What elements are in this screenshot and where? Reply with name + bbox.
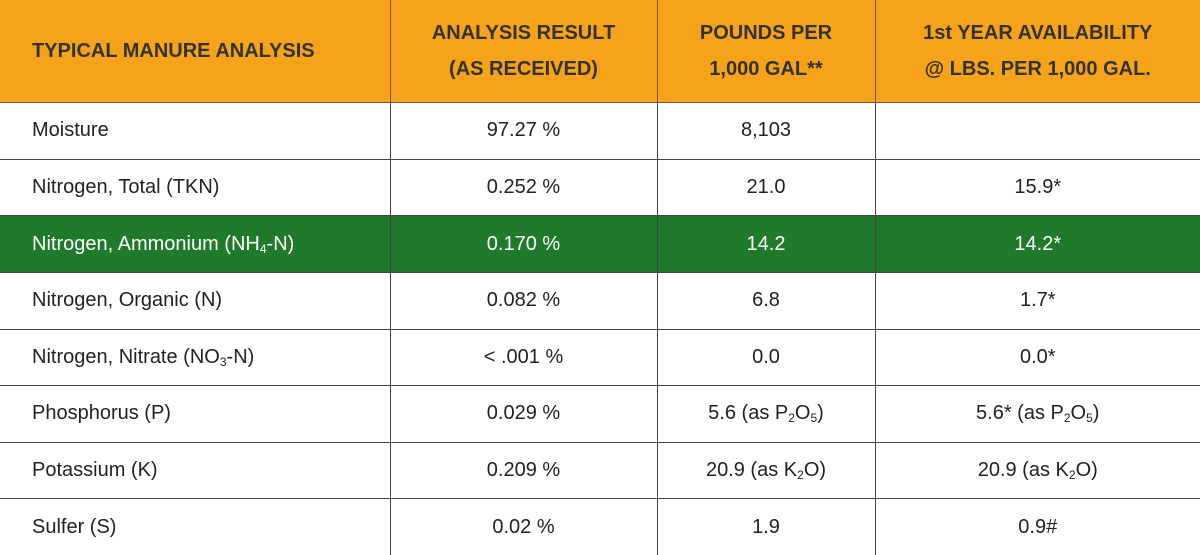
pounds-text: 20.9 (as K [705, 459, 798, 482]
row-nitrogen-nitrate: Nitrogen, Nitrate (NO3-N) < .001 % 0.0 0… [0, 329, 1200, 387]
header-pounds: POUNDS PER 1,000 GAL** [657, 0, 876, 103]
label-text: Nitrogen, Total (TKN) [32, 175, 220, 198]
pounds-text: 6.8 [752, 289, 780, 312]
pounds-text-end: O) [803, 459, 827, 482]
header-result: ANALYSIS RESULT (AS RECEIVED) [390, 0, 658, 103]
label-text: Nitrogen, Ammonium (NH [32, 232, 260, 255]
row-label: Phosphorus (P) [0, 385, 391, 443]
avail-text: 14.2* [1014, 232, 1062, 255]
avail-cell: 20.9 (as K2O) [875, 442, 1200, 500]
header-analysis: TYPICAL MANURE ANALYSIS [0, 0, 391, 103]
pounds-subscript: 2 [788, 411, 795, 426]
header-avail-line1: 1st YEAR AVAILABILITY [923, 22, 1153, 44]
pounds-cell: 8,103 [657, 102, 876, 160]
avail-text-end: ) [1092, 402, 1100, 425]
header-result-line1: ANALYSIS RESULT [431, 22, 616, 44]
avail-subscript: 2 [1068, 468, 1076, 483]
pounds-cell: 0.0 [657, 329, 876, 387]
avail-cell: 1.7* [875, 272, 1200, 330]
result-cell: 0.170 % [390, 215, 658, 273]
pounds-cell: 14.2 [657, 215, 876, 273]
row-potassium: Potassium (K) 0.209 % 20.9 (as K2O) 20.9… [0, 442, 1200, 500]
header-row: TYPICAL MANURE ANALYSIS ANALYSIS RESULT … [0, 0, 1200, 103]
row-moisture: Moisture 97.27 % 8,103 [0, 102, 1200, 160]
label-text-end: -N) [266, 232, 295, 255]
pounds-cell: 21.0 [657, 159, 876, 217]
label-text: Nitrogen, Organic (N) [32, 289, 223, 312]
label-text: Potassium (K) [32, 459, 158, 482]
avail-subscript-2: 5 [1086, 411, 1093, 426]
pounds-text: 14.2 [746, 232, 786, 255]
header-pounds-line1: POUNDS PER [699, 22, 833, 44]
avail-cell: 0.0* [875, 329, 1200, 387]
header-avail-line2: @ LBS. PER 1,000 GAL. [924, 58, 1151, 80]
row-label: Nitrogen, Total (TKN) [0, 159, 391, 217]
header-pounds-line2: 1,000 GAL** [709, 58, 823, 80]
avail-cell: 5.6* (as P2O5) [875, 385, 1200, 443]
row-label: Sulfer (S) [0, 498, 391, 555]
avail-text: 15.9* [1014, 175, 1062, 198]
row-nitrogen-organic: Nitrogen, Organic (N) 0.082 % 6.8 1.7* [0, 272, 1200, 330]
pounds-text-mid: O [794, 402, 811, 425]
result-cell: 97.27 % [390, 102, 658, 160]
row-label: Potassium (K) [0, 442, 391, 500]
pounds-text: 21.0 [746, 175, 786, 198]
pounds-text: 0.0 [752, 345, 780, 368]
avail-text-mid: O [1070, 402, 1087, 425]
pounds-text: 1.9 [752, 515, 780, 538]
pounds-text: 8,103 [740, 119, 792, 142]
avail-text: 0.9# [1018, 515, 1058, 538]
pounds-text-end: ) [817, 402, 824, 425]
result-cell: 0.209 % [390, 442, 658, 500]
avail-subscript: 2 [1063, 411, 1071, 426]
row-label: Nitrogen, Nitrate (NO3-N) [0, 329, 391, 387]
avail-cell: 15.9* [875, 159, 1200, 217]
label-text: Sulfer (S) [32, 515, 117, 538]
label-text: Moisture [32, 119, 109, 142]
label-text-end: -N) [226, 345, 255, 368]
header-result-line2: (AS RECEIVED) [449, 58, 598, 80]
avail-text: 1.7* [1019, 289, 1056, 312]
label-subscript: 4 [259, 241, 267, 256]
result-cell: 0.252 % [390, 159, 658, 217]
result-cell: 0.02 % [390, 498, 658, 555]
row-label: Moisture [0, 102, 391, 160]
avail-cell [875, 102, 1200, 160]
row-label: Nitrogen, Organic (N) [0, 272, 391, 330]
row-nitrogen-total: Nitrogen, Total (TKN) 0.252 % 21.0 15.9* [0, 159, 1200, 217]
row-sulfer: Sulfer (S) 0.02 % 1.9 0.9# [0, 498, 1200, 555]
pounds-cell: 1.9 [657, 498, 876, 555]
avail-text-end: O) [1075, 459, 1098, 482]
avail-cell: 0.9# [875, 499, 1200, 555]
avail-text: 20.9 (as K [977, 459, 1069, 482]
pounds-subscript-2: 5 [810, 411, 818, 426]
pounds-cell: 6.8 [657, 272, 876, 330]
label-text: Nitrogen, Nitrate (NO [32, 345, 220, 368]
label-subscript: 3 [219, 354, 227, 369]
header-availability: 1st YEAR AVAILABILITY @ LBS. PER 1,000 G… [875, 0, 1200, 103]
result-cell: < .001 % [390, 329, 658, 387]
avail-text: 5.6* (as P [976, 402, 1064, 425]
pounds-subscript: 2 [797, 468, 804, 483]
row-nitrogen-ammonium: Nitrogen, Ammonium (NH4-N) 0.170 % 14.2 … [0, 215, 1200, 273]
avail-cell: 14.2* [875, 215, 1200, 273]
pounds-text: 5.6 (as P [708, 402, 789, 425]
label-text: Phosphorus (P) [32, 402, 171, 425]
pounds-cell: 20.9 (as K2O) [657, 442, 876, 500]
row-phosphorus: Phosphorus (P) 0.029 % 5.6 (as P2O5) 5.6… [0, 385, 1200, 443]
pounds-cell: 5.6 (as P2O5) [657, 385, 876, 443]
result-cell: 0.029 % [390, 385, 658, 443]
row-label: Nitrogen, Ammonium (NH4-N) [0, 215, 391, 273]
result-cell: 0.082 % [390, 272, 658, 330]
avail-text: 0.0* [1019, 345, 1056, 368]
